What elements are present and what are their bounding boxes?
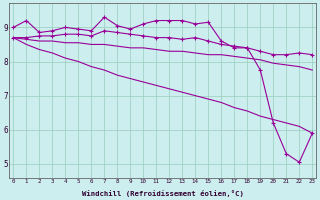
X-axis label: Windchill (Refroidissement éolien,°C): Windchill (Refroidissement éolien,°C) bbox=[82, 190, 244, 197]
